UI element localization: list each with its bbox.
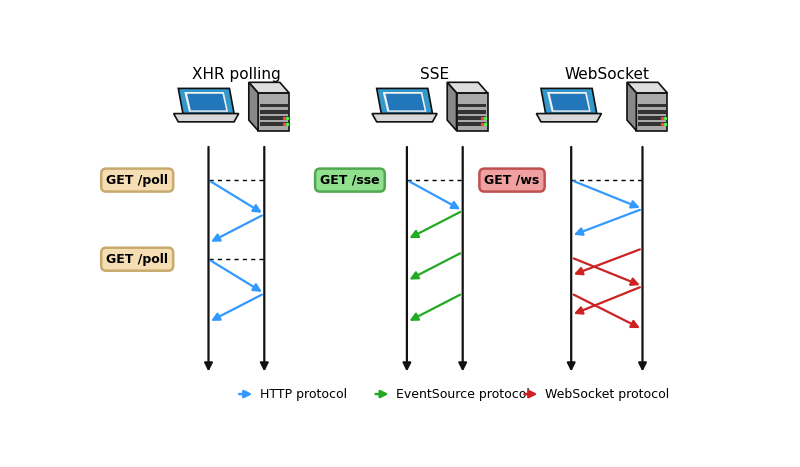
Polygon shape <box>260 116 287 120</box>
Polygon shape <box>536 113 602 122</box>
Polygon shape <box>187 94 226 110</box>
Polygon shape <box>636 93 667 131</box>
Polygon shape <box>627 82 636 131</box>
Polygon shape <box>386 94 425 110</box>
Polygon shape <box>447 82 487 93</box>
Text: XHR polling: XHR polling <box>192 67 281 82</box>
Polygon shape <box>258 93 289 131</box>
Polygon shape <box>541 88 597 113</box>
Polygon shape <box>638 104 666 107</box>
Polygon shape <box>547 92 590 112</box>
Text: WebSocket protocol: WebSocket protocol <box>545 388 670 401</box>
Polygon shape <box>550 94 589 110</box>
Polygon shape <box>174 113 238 122</box>
Polygon shape <box>458 104 486 107</box>
Polygon shape <box>260 122 287 126</box>
Polygon shape <box>458 116 486 120</box>
Polygon shape <box>372 113 437 122</box>
Polygon shape <box>260 110 287 113</box>
Polygon shape <box>178 88 234 113</box>
Polygon shape <box>377 88 433 113</box>
Polygon shape <box>249 82 289 93</box>
Polygon shape <box>638 116 666 120</box>
Polygon shape <box>249 82 258 131</box>
Text: SSE: SSE <box>420 67 450 82</box>
Text: GET /poll: GET /poll <box>106 253 168 266</box>
Text: GET /ws: GET /ws <box>485 174 540 187</box>
Polygon shape <box>184 92 228 112</box>
Polygon shape <box>260 104 287 107</box>
Polygon shape <box>457 93 487 131</box>
Polygon shape <box>638 110 666 113</box>
Polygon shape <box>638 122 666 126</box>
Text: HTTP protocol: HTTP protocol <box>260 388 347 401</box>
Text: EventSource protocol: EventSource protocol <box>396 388 530 401</box>
Polygon shape <box>627 82 667 93</box>
Polygon shape <box>458 122 486 126</box>
Text: GET /sse: GET /sse <box>320 174 380 187</box>
Polygon shape <box>458 110 486 113</box>
Polygon shape <box>382 92 426 112</box>
Polygon shape <box>447 82 457 131</box>
Text: GET /poll: GET /poll <box>106 174 168 187</box>
Text: WebSocket: WebSocket <box>565 67 650 82</box>
